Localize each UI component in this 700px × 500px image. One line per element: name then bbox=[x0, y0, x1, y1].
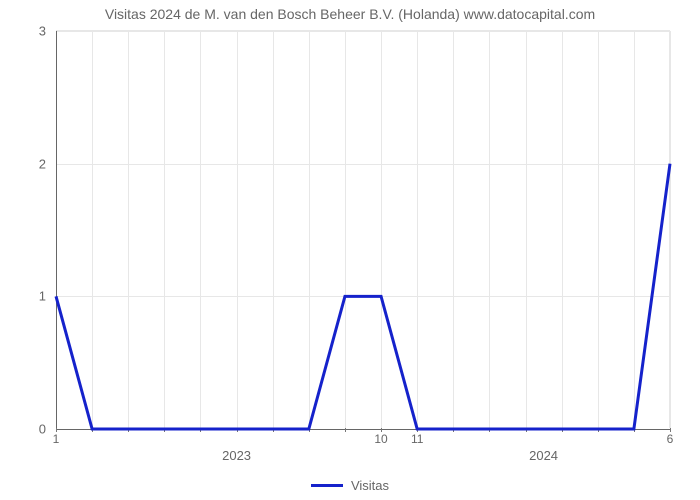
chart-container: Visitas 2024 de M. van den Bosch Beheer … bbox=[0, 0, 700, 500]
chart-title: Visitas 2024 de M. van den Bosch Beheer … bbox=[0, 6, 700, 22]
line-series bbox=[56, 31, 670, 429]
x-year-label: 2023 bbox=[222, 448, 251, 463]
legend-label: Visitas bbox=[351, 478, 389, 493]
y-tick-label: 0 bbox=[39, 422, 46, 437]
legend-swatch bbox=[311, 484, 343, 487]
gridline-vertical bbox=[670, 31, 671, 428]
x-tick-label: 11 bbox=[411, 432, 423, 446]
x-year-label: 2024 bbox=[529, 448, 558, 463]
y-tick-label: 1 bbox=[39, 289, 46, 304]
x-tick-label: 6 bbox=[667, 432, 674, 446]
x-tick-label: 10 bbox=[374, 432, 387, 446]
y-tick-label: 3 bbox=[39, 24, 46, 39]
plot-area: 012311011620232024 bbox=[56, 30, 670, 428]
y-tick-label: 2 bbox=[39, 156, 46, 171]
legend: Visitas bbox=[0, 478, 700, 493]
series-line bbox=[56, 164, 670, 429]
x-tick-label: 1 bbox=[53, 432, 60, 446]
